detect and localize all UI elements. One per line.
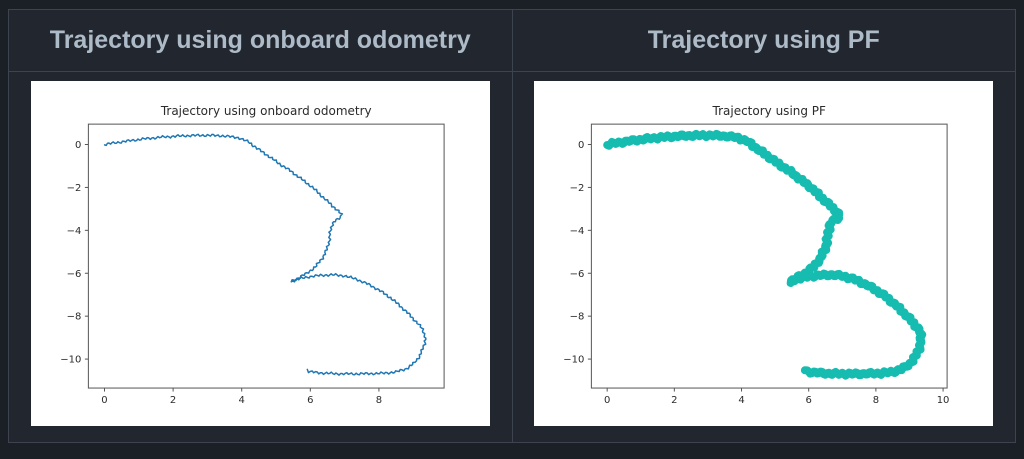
y-tick-label: −2: [570, 183, 585, 194]
x-tick-label: 4: [238, 395, 244, 406]
y-tick-label: 0: [578, 140, 584, 151]
trajectory-line: [103, 133, 427, 376]
x-tick-label: 10: [937, 395, 950, 406]
y-tick-label: −10: [564, 355, 585, 366]
header-cell-odometry: Trajectory using onboard odometry: [9, 10, 512, 71]
y-tick-label: −8: [66, 312, 81, 323]
axes-frame: [87, 123, 445, 389]
figure-cell-pf: 0 2 4 6 8 10 0 −2 −4 −6 −8 −10 Trajectory using PF: [511, 72, 1015, 442]
plot-title: Trajectory using onboard odometry: [160, 104, 372, 118]
x-tick-label: 0: [101, 395, 107, 406]
y-tick-label: −6: [66, 269, 81, 280]
pf-trajectory-plot: 0 2 4 6 8 10 0 −2 −4 −6 −8 −10 Trajectory using PF: [534, 81, 994, 426]
x-tick-label: 2: [671, 395, 677, 406]
x-tick-label: 2: [170, 395, 176, 406]
y-tick-label: −2: [66, 183, 81, 194]
x-tick-label: 8: [873, 395, 879, 406]
trajectory-line: [603, 129, 927, 380]
y-tick-label: 0: [75, 140, 81, 151]
header-odometry-label: Trajectory using onboard odometry: [49, 26, 471, 54]
x-tick-label: 6: [307, 395, 313, 406]
header-cell-pf: Trajectory using PF: [511, 10, 1015, 71]
y-tick-label: −8: [570, 312, 585, 323]
figure-cell-odometry: 0 2 4 6 8 0 −2 −4 −6 −8 −10 Trajectory using onboar…: [9, 72, 512, 442]
header-pf-label: Trajectory using PF: [647, 26, 880, 54]
x-tick-label: 4: [739, 395, 745, 406]
comparison-table: Trajectory using onboard odometry Trajec…: [8, 9, 1016, 443]
plot-title: Trajectory using PF: [712, 104, 827, 118]
y-tick-label: −4: [66, 226, 81, 237]
y-tick-label: −10: [60, 355, 81, 366]
y-tick-label: −4: [570, 226, 585, 237]
axes-frame: [591, 123, 948, 389]
x-tick-label: 8: [375, 395, 381, 406]
odometry-trajectory-plot: 0 2 4 6 8 0 −2 −4 −6 −8 −10 Trajectory using onboar…: [30, 81, 490, 426]
x-tick-label: 6: [806, 395, 812, 406]
x-tick-label: 0: [604, 395, 610, 406]
table-body-row: 0 2 4 6 8 0 −2 −4 −6 −8 −10 Trajectory using onboar…: [9, 72, 1015, 442]
y-tick-label: −6: [570, 269, 585, 280]
table-header-row: Trajectory using onboard odometry Trajec…: [9, 10, 1015, 72]
